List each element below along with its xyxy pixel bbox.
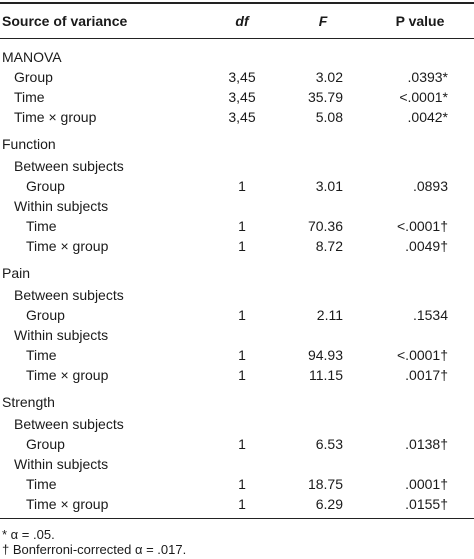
- p-cell: .0042*: [407, 109, 448, 125]
- df-cell: 1: [238, 436, 246, 452]
- top-rule: [0, 2, 474, 4]
- row-label: Time: [26, 347, 57, 363]
- df-cell: 1: [238, 476, 246, 492]
- f-cell: 2.11: [316, 307, 343, 323]
- df-cell: 1: [238, 238, 246, 254]
- df-cell: 1: [238, 496, 246, 512]
- p-cell: <.0001*: [399, 89, 448, 105]
- row-label: Time × group: [14, 109, 97, 125]
- row-label: Time: [26, 476, 57, 492]
- p-cell: .0138†: [405, 436, 448, 452]
- p-cell: .0393*: [407, 69, 448, 85]
- footnote: * α = .05.: [2, 527, 55, 542]
- row-label: Group: [14, 69, 53, 85]
- header-cell: df: [235, 13, 249, 29]
- p-cell: .0017†: [405, 367, 448, 383]
- group-title: Between subjects: [14, 158, 124, 174]
- bottom-rule: [0, 518, 474, 519]
- f-cell: 35.79: [307, 89, 343, 105]
- section-title: MANOVA: [2, 49, 62, 65]
- f-cell: 5.08: [315, 109, 343, 125]
- header-cell: P value: [395, 13, 445, 29]
- df-cell: 1: [238, 307, 246, 323]
- df-cell: 1: [238, 178, 246, 194]
- f-cell: 70.36: [307, 218, 343, 234]
- f-cell: 3.02: [315, 69, 343, 85]
- p-cell: .0001†: [405, 476, 448, 492]
- f-cell: 3.01: [315, 178, 343, 194]
- group-title: Between subjects: [14, 416, 124, 432]
- section-title: Function: [2, 136, 56, 152]
- footnote: † Bonferroni-corrected α = .017.: [2, 542, 187, 557]
- section-title: Strength: [2, 394, 55, 410]
- df-cell: 3,45: [228, 109, 256, 125]
- p-cell: .0893: [412, 178, 448, 194]
- row-label: Time: [26, 218, 57, 234]
- group-title: Within subjects: [14, 198, 109, 214]
- row-label: Time × group: [26, 496, 109, 512]
- header-cell: Source of variance: [2, 13, 128, 29]
- row-label: Time × group: [26, 238, 109, 254]
- p-cell: .1534: [412, 307, 448, 323]
- header-cell: F: [318, 13, 328, 29]
- df-cell: 1: [238, 218, 246, 234]
- f-cell: 8.72: [315, 238, 343, 254]
- f-cell: 18.75: [307, 476, 343, 492]
- row-label: Time: [14, 89, 45, 105]
- row-label: Group: [26, 436, 65, 452]
- f-cell: 11.15: [309, 367, 343, 383]
- group-title: Between subjects: [14, 287, 124, 303]
- header-rule: [0, 38, 474, 39]
- df-cell: 3,45: [228, 69, 256, 85]
- p-cell: .0049†: [405, 238, 448, 254]
- df-cell: 3,45: [228, 89, 256, 105]
- f-cell: 94.93: [307, 347, 343, 363]
- p-cell: <.0001†: [397, 218, 448, 234]
- f-cell: 6.29: [315, 496, 343, 512]
- df-cell: 1: [238, 367, 246, 383]
- f-cell: 6.53: [315, 436, 343, 452]
- df-cell: 1: [238, 347, 246, 363]
- group-title: Within subjects: [14, 456, 109, 472]
- p-cell: .0155†: [405, 496, 448, 512]
- p-cell: <.0001†: [397, 347, 448, 363]
- row-label: Group: [26, 307, 65, 323]
- row-label: Group: [26, 178, 65, 194]
- group-title: Within subjects: [14, 327, 109, 343]
- section-title: Pain: [2, 265, 31, 281]
- row-label: Time × group: [26, 367, 109, 383]
